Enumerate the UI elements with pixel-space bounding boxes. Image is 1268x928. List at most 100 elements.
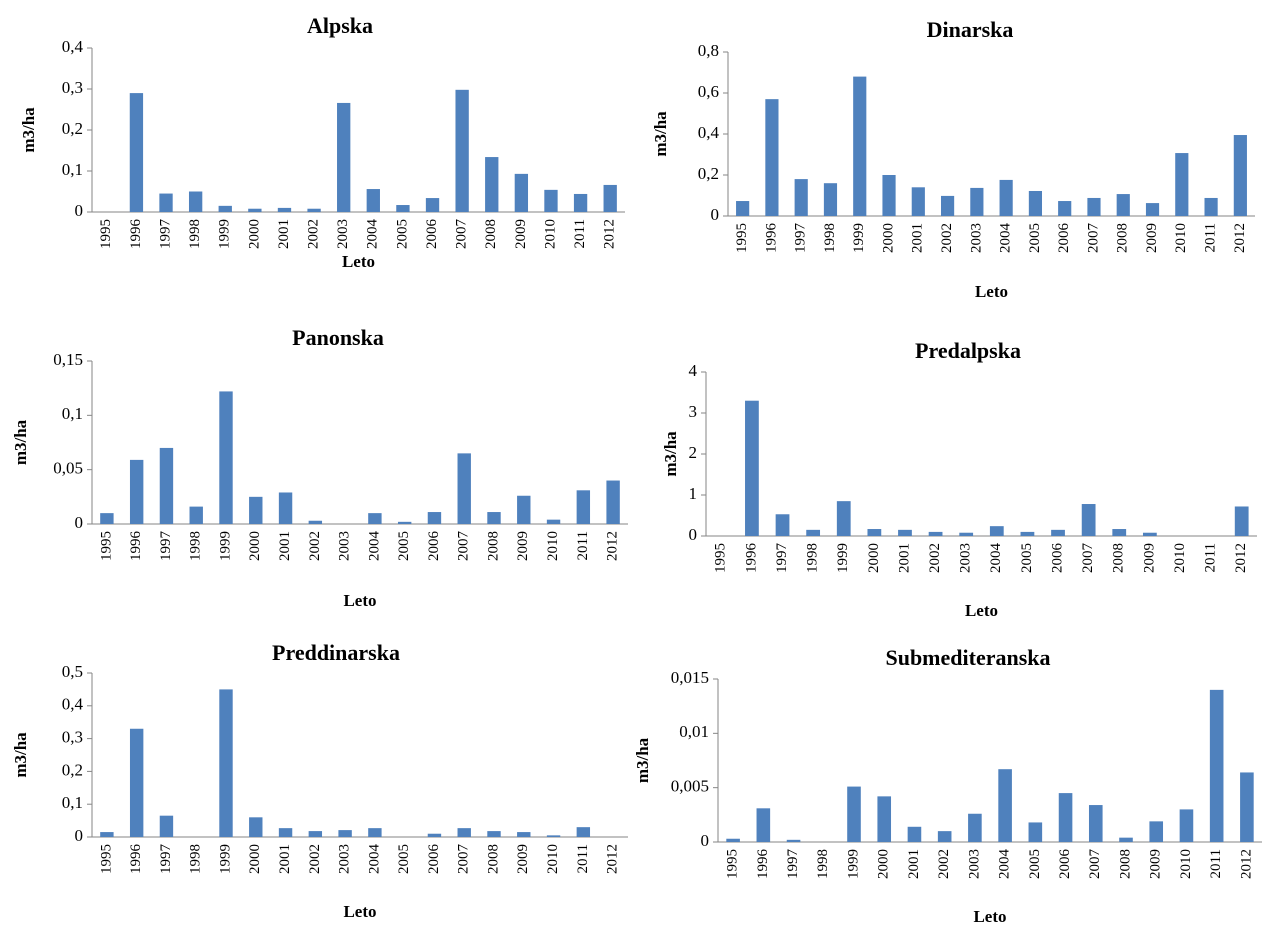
x-tick-label: 1999	[217, 219, 233, 249]
bar	[756, 808, 771, 842]
chart-title: Predalpska	[915, 338, 1021, 363]
bar	[765, 99, 779, 216]
x-tick-label: 2012	[1238, 849, 1254, 879]
x-tick-label: 2012	[1232, 223, 1248, 253]
bar	[278, 492, 293, 524]
y-tick-label: 0,01	[679, 722, 709, 741]
bar	[338, 830, 352, 837]
bar	[249, 496, 263, 524]
y-tick-label: 0,8	[698, 41, 719, 60]
bar	[898, 529, 912, 536]
bar	[1233, 135, 1247, 216]
x-tick-label: 1999	[835, 543, 851, 573]
bar	[928, 531, 943, 536]
bar	[1234, 506, 1249, 536]
chart-title: Submediteranska	[885, 645, 1050, 670]
x-tick-label: 2006	[426, 531, 442, 562]
x-tick-label: 1995	[98, 844, 114, 874]
bar	[219, 391, 233, 524]
bar	[970, 187, 984, 216]
bar	[366, 189, 380, 212]
bar	[867, 529, 882, 536]
bar	[836, 501, 851, 536]
bar	[1112, 529, 1127, 536]
bar	[277, 207, 292, 212]
x-tick-label: 1997	[785, 849, 801, 880]
y-tick-label: 0	[711, 205, 720, 224]
y-tick-label: 0,2	[62, 119, 83, 138]
x-tick-label: 2002	[307, 531, 323, 561]
x-tick-label: 1995	[98, 219, 114, 249]
bar	[396, 205, 410, 212]
x-tick-label: 2005	[396, 844, 412, 874]
x-tick-label: 2001	[896, 543, 912, 573]
x-tick-label: 1997	[793, 223, 809, 254]
bar	[576, 490, 591, 524]
x-tick-label: 2002	[936, 849, 952, 879]
bar	[959, 532, 974, 536]
x-tick-label: 2009	[1148, 849, 1164, 879]
bar	[1119, 837, 1133, 842]
x-tick-label: 1999	[845, 849, 861, 879]
bar	[937, 831, 952, 842]
x-tick-label: 2003	[968, 223, 984, 253]
x-tick-label: 2005	[396, 531, 412, 561]
x-tick-label: 2006	[1056, 223, 1072, 254]
x-tick-label: 2004	[998, 223, 1014, 254]
bar	[726, 838, 740, 842]
bar	[457, 453, 471, 524]
bar	[1240, 772, 1254, 842]
x-axis-label: Leto	[343, 591, 376, 610]
bar	[1175, 153, 1189, 216]
bar	[1149, 821, 1164, 842]
bar	[911, 187, 925, 216]
x-tick-label: 1995	[713, 543, 729, 573]
x-tick-label: 2001	[906, 849, 922, 879]
x-tick-label: 2009	[513, 219, 529, 249]
bar	[603, 184, 617, 212]
bar	[308, 520, 323, 524]
bar	[219, 689, 233, 837]
x-tick-label: 2008	[485, 531, 501, 561]
x-tick-label: 2002	[927, 543, 943, 573]
x-tick-label: 2011	[575, 844, 591, 873]
x-tick-label: 2003	[337, 531, 353, 561]
y-axis-label: m3/ha	[11, 419, 30, 465]
x-tick-label: 2001	[277, 531, 293, 561]
x-axis-label: Leto	[973, 907, 1006, 926]
y-tick-label: 0,4	[698, 123, 720, 142]
x-tick-label: 2005	[1027, 849, 1043, 879]
bar	[1204, 197, 1218, 216]
x-tick-label: 1997	[157, 219, 173, 250]
bar	[159, 447, 174, 524]
x-tick-label: 2004	[366, 531, 382, 562]
x-tick-label: 2010	[1172, 543, 1188, 573]
x-tick-label: 2005	[1027, 223, 1043, 253]
x-tick-label: 2012	[605, 531, 621, 561]
x-tick-label: 2011	[1203, 543, 1219, 572]
y-tick-label: 0,015	[671, 668, 709, 687]
bar	[100, 832, 114, 837]
x-tick-label: 1996	[128, 844, 144, 875]
x-tick-label: 2006	[424, 219, 440, 250]
y-tick-label: 0,3	[62, 728, 83, 747]
bar	[188, 191, 203, 212]
y-tick-label: 0	[75, 826, 84, 845]
x-tick-label: 2000	[247, 531, 263, 561]
bar	[308, 831, 323, 837]
bar	[457, 828, 471, 837]
bar	[1020, 531, 1035, 536]
bar	[1179, 809, 1194, 842]
bar	[248, 208, 262, 212]
bar	[427, 512, 442, 524]
bar	[546, 835, 561, 837]
x-tick-label: 2007	[454, 219, 470, 250]
bar	[487, 831, 501, 837]
bar	[129, 93, 144, 212]
y-axis-label: m3/ha	[633, 737, 652, 783]
x-tick-label: 2012	[1233, 543, 1249, 573]
bar	[425, 198, 440, 212]
bar	[100, 513, 114, 524]
x-tick-label: 2011	[572, 219, 588, 248]
